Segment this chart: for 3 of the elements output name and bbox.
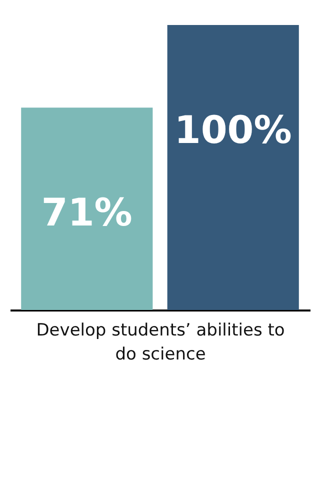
x-axis-title: Develop students’ abilities to do science xyxy=(36,320,285,364)
data-label: 71% xyxy=(41,190,132,235)
data-label: 100% xyxy=(174,108,292,152)
